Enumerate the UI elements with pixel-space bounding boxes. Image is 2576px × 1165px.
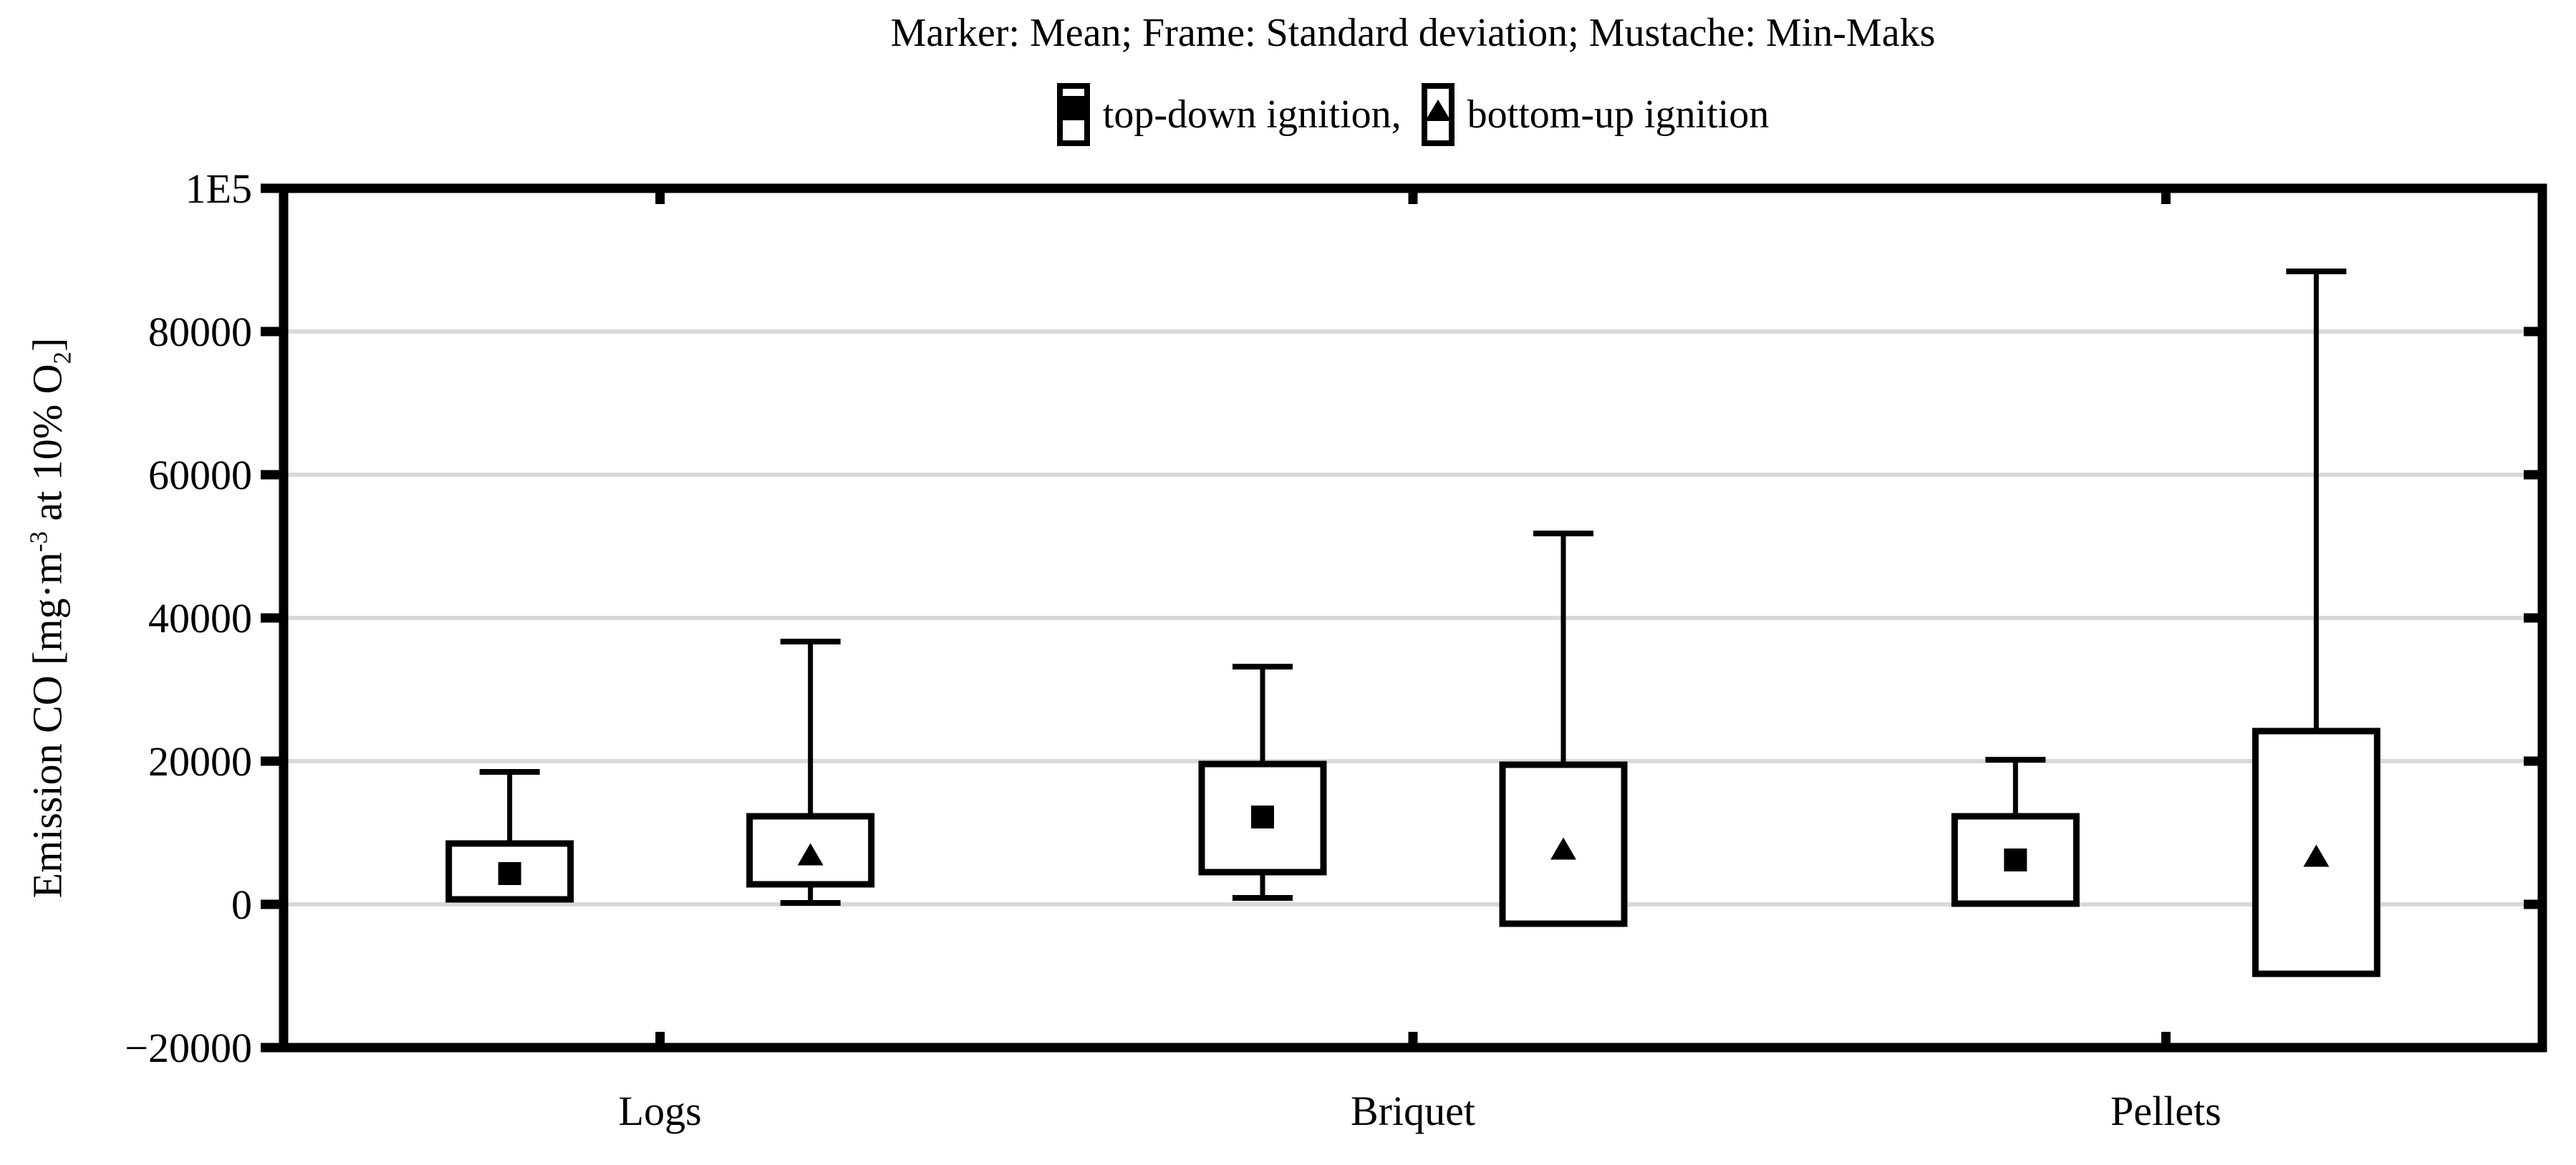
mean-marker-square-icon bbox=[498, 862, 521, 885]
mean-marker-square-icon bbox=[2004, 849, 2027, 871]
x-category-label: Briquet bbox=[1351, 1088, 1475, 1134]
y-tick-label: 40000 bbox=[148, 595, 252, 642]
y-tick-label: 20000 bbox=[148, 738, 252, 785]
chart-title: Marker: Mean; Frame: Standard deviation;… bbox=[890, 11, 1936, 55]
legend-label-bottom-up: bottom-up ignition bbox=[1467, 92, 1770, 137]
y-tick-label: 0 bbox=[231, 881, 252, 928]
sd-box-Briquet-triangle bbox=[1499, 761, 1628, 927]
y-tick-label: 1E5 bbox=[185, 165, 252, 212]
y-tick-label: 80000 bbox=[148, 309, 252, 355]
x-category-label: Logs bbox=[619, 1088, 702, 1134]
mean-marker-square-icon bbox=[1251, 806, 1274, 828]
mean-marker-triangle-icon bbox=[2303, 844, 2330, 867]
y-tick-label: −20000 bbox=[125, 1025, 252, 1071]
legend: top-down ignition, bottom-up ignition bbox=[284, 83, 2542, 146]
legend-item-top-down: top-down ignition, bbox=[1056, 83, 1402, 146]
legend-item-bottom-up: bottom-up ignition bbox=[1421, 83, 1770, 146]
sd-box-Logs-triangle bbox=[746, 813, 875, 888]
mean-marker-triangle-icon bbox=[1550, 837, 1576, 860]
legend-label-top-down: top-down ignition, bbox=[1102, 92, 1402, 137]
legend-key-box bbox=[1421, 83, 1455, 146]
legend-key-box bbox=[1056, 83, 1090, 146]
y-tick-label: 60000 bbox=[148, 452, 252, 498]
x-category-label: Pellets bbox=[2111, 1088, 2222, 1134]
mean-marker-triangle-icon bbox=[797, 843, 824, 866]
triangle-icon bbox=[1424, 100, 1451, 122]
square-icon bbox=[1061, 96, 1086, 121]
